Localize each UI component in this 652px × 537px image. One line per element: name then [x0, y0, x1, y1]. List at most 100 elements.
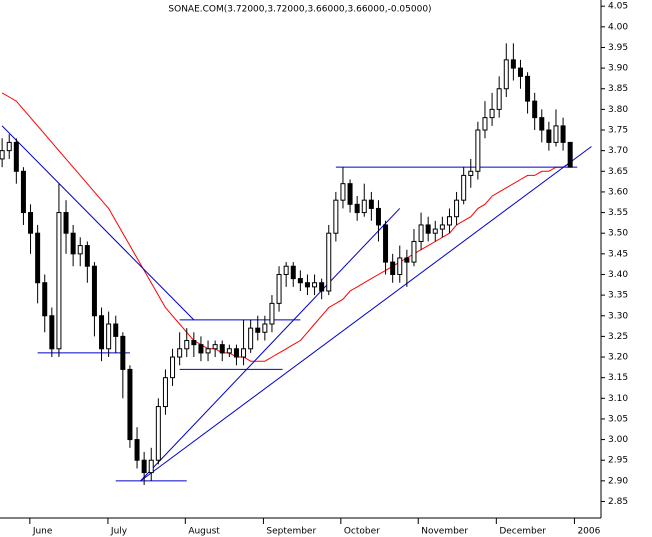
candle-body [567, 141, 573, 168]
candle-body [127, 368, 133, 441]
y-tick-label: 2.90 [608, 476, 628, 486]
candle-body [383, 224, 389, 263]
candle-body [517, 67, 523, 77]
candle-body [404, 257, 410, 263]
y-tick-label: 3.45 [608, 249, 628, 259]
candle-body [49, 315, 55, 350]
candle-body [425, 224, 431, 234]
moving-average [1, 92, 571, 362]
x-tick-label: October [344, 527, 380, 537]
candle-body [28, 212, 34, 234]
trendline [140, 208, 401, 482]
y-tick-label: 3.10 [608, 394, 628, 404]
candle-body [340, 183, 346, 201]
candle-body [503, 59, 509, 90]
candle-body [283, 265, 289, 275]
y-tick-label: 3.80 [608, 105, 628, 115]
y-tick-label: 3.15 [608, 373, 628, 383]
candle-body [418, 224, 424, 242]
candle-body [326, 232, 332, 292]
candle-body [20, 170, 26, 214]
candle-body [13, 141, 19, 172]
y-tick-label: 3.00 [608, 435, 628, 445]
candle-body [532, 100, 538, 119]
x-tick-label: July [110, 527, 128, 537]
candle-body [198, 344, 204, 354]
x-tick-label: December [499, 527, 546, 537]
candle-body [333, 199, 339, 234]
candle-body [475, 129, 481, 172]
y-tick-label: 3.90 [608, 64, 628, 74]
candle-body [77, 245, 83, 255]
y-tick-label: 3.95 [608, 43, 628, 53]
candle-body [177, 348, 183, 358]
candle-body [375, 207, 381, 226]
candle-body [120, 335, 126, 370]
candle-body [241, 348, 247, 358]
candle-body [70, 232, 76, 255]
candle-body [468, 170, 474, 176]
y-tick-label: 3.25 [608, 332, 628, 342]
y-tick-label: 2.85 [608, 497, 628, 507]
candle-body [113, 323, 119, 337]
candle-body [191, 340, 197, 346]
y-tick-label: 3.85 [608, 84, 628, 94]
y-tick-label: 3.05 [608, 414, 628, 424]
candle-body [6, 141, 12, 152]
candle-body [368, 199, 374, 209]
candle-body [553, 125, 559, 143]
x-tick-label: August [188, 527, 220, 537]
candle-body [134, 439, 140, 461]
y-tick-label: 3.70 [608, 146, 628, 156]
candle-body [525, 75, 531, 102]
candle-body [454, 199, 460, 218]
y-tick-label: 3.35 [608, 291, 628, 301]
candle-body [397, 257, 403, 275]
candle-body [539, 117, 545, 131]
candle-body [432, 228, 438, 234]
candle-body [226, 348, 232, 354]
trendline [1, 125, 195, 321]
candle-body [319, 282, 325, 292]
candle-body [56, 212, 62, 350]
candle-body [248, 327, 254, 350]
candle-body [297, 278, 303, 284]
candle-body [546, 129, 552, 143]
candle-body [461, 174, 467, 201]
candle-body [510, 59, 516, 69]
candle-body [439, 224, 445, 230]
candle-body [489, 108, 495, 119]
candle-body [446, 216, 452, 226]
candle-body [63, 212, 69, 234]
chart-title: SONAE.COM(3.72000,3.72000,3.66000,3.6600… [168, 5, 431, 15]
candle-body [162, 377, 168, 408]
y-tick-label: 3.60 [608, 187, 628, 197]
candle-body [99, 315, 105, 350]
candle-body [35, 232, 41, 284]
y-tick-label: 3.20 [608, 353, 628, 363]
candle-body [205, 348, 211, 354]
y-tick-label: 3.55 [608, 208, 628, 218]
y-tick-label: 3.50 [608, 229, 628, 239]
candle-body [354, 203, 360, 214]
x-tick-label: June [32, 527, 53, 537]
candle-body [255, 327, 261, 333]
x-tick-label: September [266, 527, 316, 537]
y-tick-label: 4.05 [608, 2, 628, 12]
candle-body [482, 117, 488, 131]
candle-body [560, 125, 566, 143]
candle-body [219, 344, 225, 354]
candle-body [411, 240, 417, 263]
candle-body [496, 88, 502, 110]
candle-body [155, 406, 161, 461]
candle-body [269, 302, 275, 325]
y-tick-label: 4.00 [608, 22, 628, 32]
y-tick-label: 3.75 [608, 126, 628, 136]
candle-body [361, 199, 367, 214]
candle-body [0, 150, 5, 160]
candle-body [312, 282, 318, 288]
candle-body [148, 459, 154, 474]
candle-body [42, 282, 48, 317]
